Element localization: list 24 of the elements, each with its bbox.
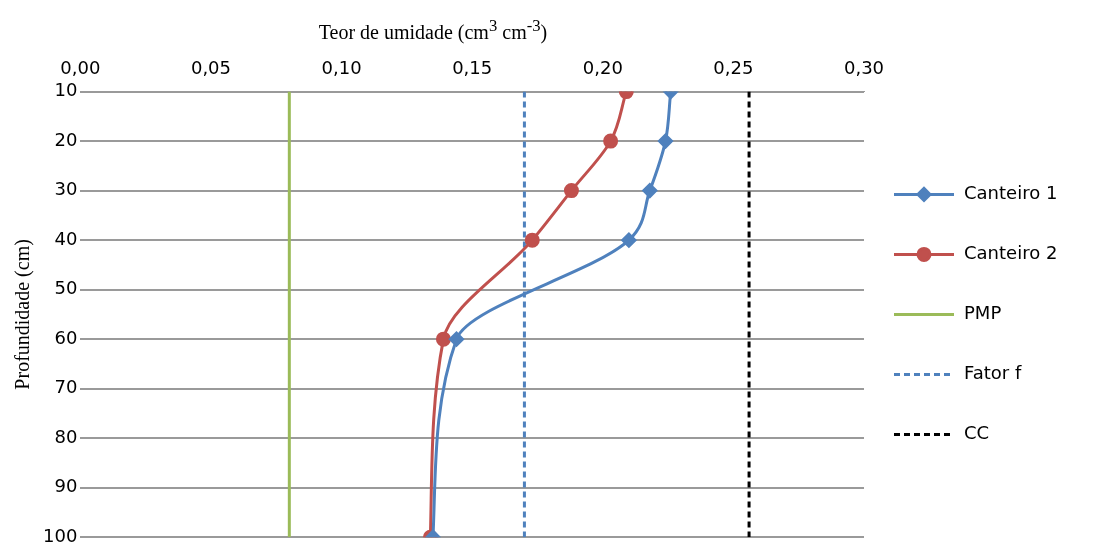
y-tick-label: 50: [54, 277, 78, 299]
x-tick-label: 0,05: [190, 57, 231, 79]
x-axis-title: Teor de umidade (cm$^{3}$ cm$^{-3}$): [317, 15, 549, 46]
x-tick-label: 0,10: [321, 57, 362, 79]
x-tick-label: 0,15: [452, 57, 493, 79]
y-tick-label: 60: [54, 326, 78, 348]
y-axis-title: Profundidade (cm): [11, 239, 35, 390]
y-tick-label: 100: [43, 524, 78, 546]
y-tick-label: 70: [54, 376, 78, 398]
legend-label: PMP: [964, 302, 1002, 324]
y-tick-label: 40: [54, 227, 78, 249]
x-tick-label: 0,00: [60, 57, 101, 79]
x-tick-label: 0,20: [582, 57, 623, 79]
legend-label: Fator f: [964, 362, 1022, 384]
y-tick-label: 30: [54, 178, 78, 200]
x-tick-label: 0,30: [843, 57, 885, 79]
legend-label: CC: [964, 422, 990, 444]
legend-label: Canteiro 1: [964, 182, 1058, 204]
y-tick-label: 20: [54, 128, 78, 150]
legend-label: Canteiro 2: [964, 242, 1058, 264]
y-tick-label: 10: [54, 79, 78, 101]
y-tick-label: 80: [54, 425, 78, 447]
x-tick-label: 0,25: [713, 57, 754, 79]
y-tick-label: 90: [54, 475, 78, 497]
